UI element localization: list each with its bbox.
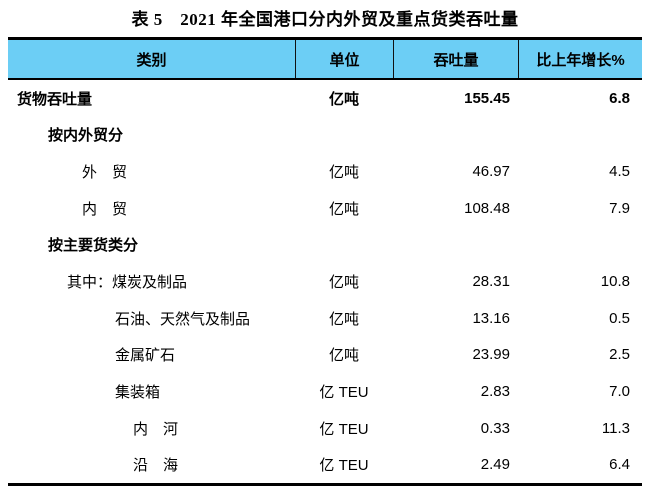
row-growth: 11.3 [601,419,630,437]
row-value: 0.33 [480,419,510,437]
row-label: 货物吞吐量 [17,90,93,108]
header-throughput: 吞吐量 [393,40,518,78]
row-unit: 亿 TEU [319,420,369,438]
row-value: 13.16 [472,309,510,327]
row-value: 2.83 [480,382,510,400]
table-body: 货物吞吐量 亿吨 155.45 6.8 按内外贸分 外 贸 亿吨 46.97 4… [8,80,642,486]
row-growth: 0.5 [609,309,630,327]
row-label: 金属矿石 [115,347,176,365]
table-row: 内 贸 亿吨 108.48 7.9 [8,190,642,227]
row-label: 其中：煤炭及制品 [67,274,188,292]
table-row: 内 河 亿 TEU 0.33 11.3 [8,410,642,447]
table-row: 按内外贸分 [8,117,642,154]
table-row: 集装箱 亿 TEU 2.83 7.0 [8,373,642,410]
header-growth: 比上年增长% [518,40,642,78]
table-row: 货物吞吐量 亿吨 155.45 6.8 [8,80,642,117]
row-unit: 亿吨 [328,90,359,108]
row-label: 石油、天然气及制品 [115,310,251,328]
row-value: 23.99 [472,346,510,364]
row-value: 28.31 [472,273,510,291]
row-unit: 亿 TEU [319,383,369,401]
row-label: 按内外贸分 [48,127,124,145]
table-row: 其中：煤炭及制品 亿吨 28.31 10.8 [8,263,642,300]
row-growth: 6.4 [609,456,630,474]
row-label: 外 贸 [82,164,128,182]
table-header-row: 类别 单位 吞吐量 比上年增长% [8,37,642,80]
row-unit: 亿吨 [328,310,359,328]
table-row: 按主要货类分 [8,227,642,264]
row-growth: 7.0 [609,382,630,400]
row-growth: 2.5 [609,346,630,364]
row-growth: 4.5 [609,163,630,181]
row-growth: 6.8 [609,89,630,107]
row-value: 46.97 [472,163,510,181]
table-row: 外 贸 亿吨 46.97 4.5 [8,153,642,190]
row-label: 内 贸 [82,200,128,218]
row-value: 155.45 [464,89,510,107]
row-growth: 10.8 [600,273,630,291]
table-title: 表 5 2021 年全国港口分内外贸及重点货类吞吐量 [131,10,519,29]
row-label: 内 河 [133,420,179,438]
row-unit: 亿吨 [328,347,359,365]
row-growth: 7.9 [609,199,630,217]
row-unit: 亿吨 [328,200,359,218]
header-category: 类别 [136,51,167,69]
header-unit: 单位 [295,40,393,78]
row-unit: 亿 TEU [319,457,369,475]
row-value: 2.49 [480,456,510,474]
table-row: 石油、天然气及制品 亿吨 13.16 0.5 [8,300,642,337]
row-label: 按主要货类分 [48,237,139,255]
table-row: 沿 海 亿 TEU 2.49 6.4 [8,446,642,483]
table-row: 金属矿石 亿吨 23.99 2.5 [8,336,642,373]
row-unit: 亿吨 [328,164,359,182]
row-label: 沿 海 [133,457,179,475]
row-value: 108.48 [464,199,510,217]
row-unit: 亿吨 [328,274,359,292]
row-label: 集装箱 [115,383,161,401]
throughput-table: 类别 单位 吞吐量 比上年增长% 货物吞吐量 亿吨 155.45 6.8 按内外… [8,37,642,486]
